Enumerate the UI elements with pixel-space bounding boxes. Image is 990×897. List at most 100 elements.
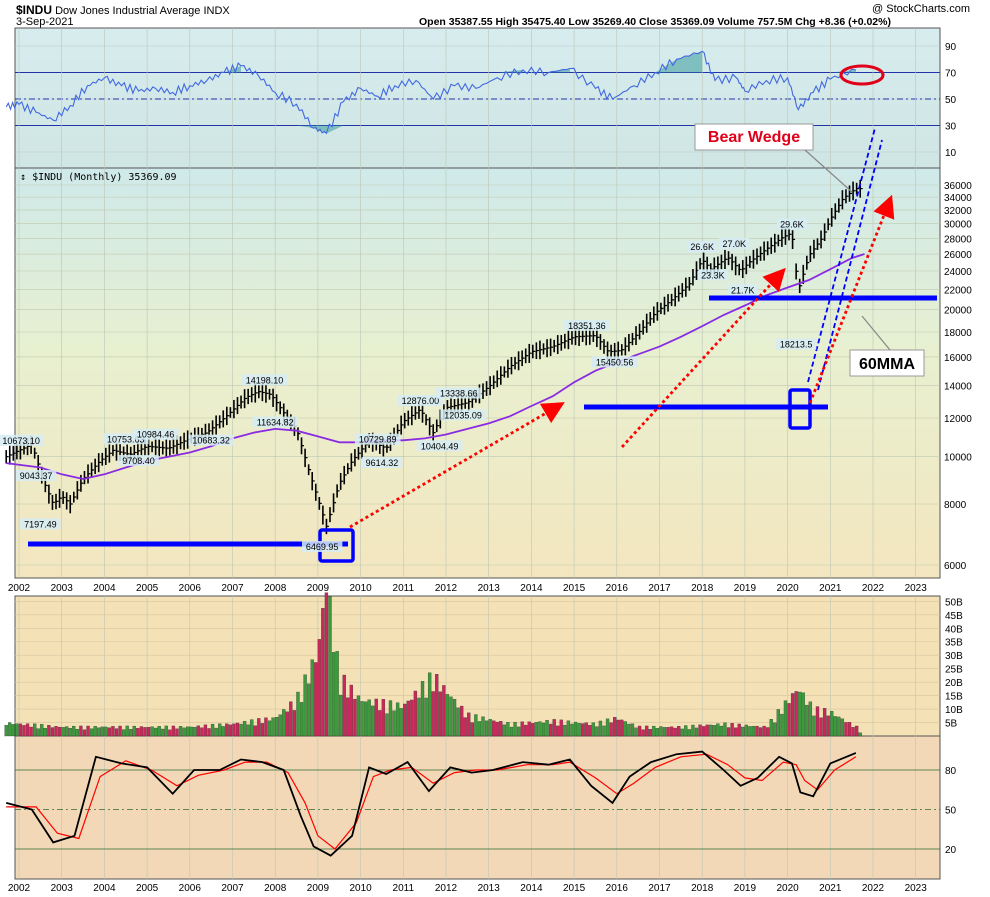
data-label-bg xyxy=(776,218,807,230)
volume-bar xyxy=(271,717,275,737)
rsi-oversold-fill xyxy=(296,125,314,129)
volume-bar xyxy=(331,652,336,737)
volume-bar xyxy=(481,716,485,737)
volume-bar xyxy=(815,706,820,737)
volume-bar xyxy=(225,723,229,737)
stoch-k-line xyxy=(5,750,857,857)
volume-bar xyxy=(207,728,211,737)
volume-bar xyxy=(712,725,716,737)
volume-bar xyxy=(8,722,12,737)
volume-bar xyxy=(524,724,528,737)
volume-bar xyxy=(121,729,126,737)
stoch-tick-label: 50 xyxy=(945,806,957,817)
data-label: 10683.32 xyxy=(192,436,230,446)
volume-bar xyxy=(363,701,368,737)
volume-bar xyxy=(595,726,599,737)
rsi-tick-label: 10 xyxy=(945,148,957,159)
volume-bar xyxy=(748,726,752,737)
volume-bar xyxy=(221,726,225,737)
data-label: 11634.82 xyxy=(257,418,294,428)
stoch-x-tick-label: 2023 xyxy=(905,883,928,894)
data-label: 10753.63 xyxy=(107,434,145,444)
rsi-oversold-fill xyxy=(326,125,344,134)
volume-bar xyxy=(680,728,684,737)
volume-bar xyxy=(317,639,321,737)
data-label: 10984.46 xyxy=(137,430,175,440)
volume-bar xyxy=(694,727,699,737)
price-x-tick-label: 2016 xyxy=(606,583,629,594)
volume-bar xyxy=(794,691,798,737)
price-x-tick-label: 2007 xyxy=(221,583,244,594)
volume-bar xyxy=(709,724,713,737)
volume-bar xyxy=(613,717,617,737)
volume-bar xyxy=(321,608,325,737)
volume-bar xyxy=(314,662,318,737)
stoch-x-tick-label: 2006 xyxy=(179,883,202,894)
data-label-bg xyxy=(361,457,403,469)
chart-date: 3-Sep-2021 xyxy=(16,16,74,28)
volume-bar xyxy=(36,728,40,737)
volume-bar xyxy=(47,725,51,737)
volume-bar xyxy=(691,724,695,737)
volume-bar xyxy=(666,727,670,737)
volume-bar xyxy=(577,723,581,737)
volume-bar xyxy=(18,723,23,737)
volume-bar xyxy=(445,694,450,737)
data-label-bg xyxy=(20,518,61,530)
volume-bar xyxy=(502,724,507,737)
volume-bar xyxy=(143,727,147,737)
volume-bar xyxy=(417,697,421,737)
volume-bar xyxy=(260,723,265,737)
volume-bar xyxy=(755,725,759,737)
volume-bar xyxy=(79,725,83,737)
volume-bar xyxy=(730,723,734,737)
volume-bar xyxy=(182,727,186,737)
volume-bar xyxy=(620,719,624,737)
volume-bar xyxy=(399,708,403,737)
volume-bar xyxy=(840,718,845,737)
volume-bar xyxy=(637,725,642,737)
volume-tick-label: 25B xyxy=(945,665,963,676)
volume-bar xyxy=(520,721,524,737)
price-x-tick-label: 2020 xyxy=(776,583,799,594)
volume-bar xyxy=(474,714,478,737)
rsi-tick-label: 50 xyxy=(945,95,957,106)
volume-bar xyxy=(335,651,339,737)
stoch-tick-label: 80 xyxy=(945,766,957,777)
volume-bar xyxy=(68,728,72,737)
volume-bar xyxy=(264,717,268,737)
data-label: 6469.95 xyxy=(306,542,339,552)
volume-bar xyxy=(538,721,542,737)
price-tick-label: 10000 xyxy=(944,453,972,464)
volume-bar xyxy=(228,724,233,737)
volume-bar xyxy=(737,723,741,737)
volume-bar xyxy=(136,728,140,737)
volume-tick-label: 20B xyxy=(945,678,963,689)
volume-bar xyxy=(100,726,104,737)
volume-bar xyxy=(456,707,460,737)
chart-title: $INDU Dow Jones Industrial Average INDX xyxy=(16,3,230,17)
volume-bar xyxy=(43,728,47,737)
volume-bar xyxy=(232,723,236,737)
data-label-bg xyxy=(188,434,234,446)
price-tick-label: 36000 xyxy=(944,181,972,192)
volume-bar xyxy=(306,683,311,737)
rsi-layer xyxy=(5,50,856,135)
volume-bar xyxy=(157,726,161,737)
data-label: 10404.49 xyxy=(421,441,459,451)
price-tick-label: 30000 xyxy=(944,220,972,231)
volume-bar xyxy=(132,725,136,737)
data-label: 26.6K xyxy=(690,242,714,252)
price-x-tick-label: 2010 xyxy=(349,583,372,594)
volume-tick-label: 45B xyxy=(945,611,963,622)
volume-bar xyxy=(662,727,667,737)
volume-bar xyxy=(82,729,87,737)
volume-bar xyxy=(242,720,247,737)
data-label-bg xyxy=(775,338,817,350)
rsi-line xyxy=(5,50,856,135)
volume-bar xyxy=(11,724,15,737)
price-tick-label: 20000 xyxy=(944,306,972,317)
price-tick-label: 12000 xyxy=(944,414,972,425)
volume-bar xyxy=(659,726,663,737)
